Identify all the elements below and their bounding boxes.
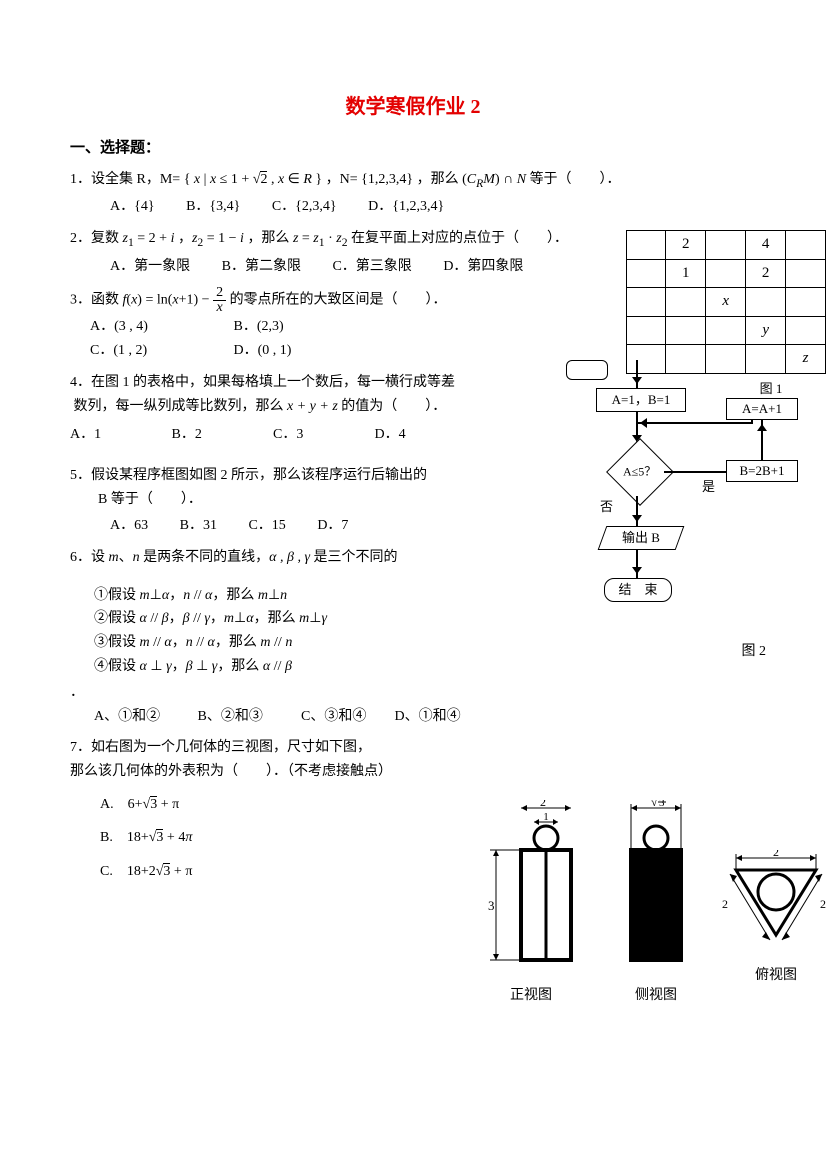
- q1-set-n: {1,2,3,4}: [361, 172, 413, 187]
- side-view-label: 侧视图: [606, 984, 706, 1008]
- svg-text:2: 2: [722, 897, 728, 911]
- q6-s4: ④假设 α ⊥ γ，β ⊥ γ，那么 α // β: [94, 655, 490, 679]
- q2-opt-d: D．第四象限: [443, 255, 523, 279]
- q1-stem-b: ，N=: [326, 172, 358, 187]
- q3-opt-a: A．(3 , 4): [90, 315, 230, 339]
- q5-opt-a: A．63: [110, 514, 148, 538]
- q3-frac: 2x: [213, 286, 226, 315]
- svg-text:2: 2: [773, 850, 779, 859]
- q3-stem-a: 3．函数: [70, 293, 123, 308]
- svg-text:√: √: [651, 800, 658, 809]
- question-3: 3．函数 f(x) = ln(x+1) − 2x 的零点所在的大致区间是（ ）．…: [70, 286, 490, 363]
- front-view-label: 正视图: [476, 984, 586, 1008]
- figure-three-view: 2 1 3 正视图: [456, 800, 826, 1030]
- q7-stem-b: 那么该几何体的外表积为（ ）．（不考虑接触点）: [70, 764, 392, 779]
- fc-no-label: 否: [600, 496, 613, 518]
- q4-opt-a: A．1: [70, 423, 150, 447]
- q1-stem-a: 1．设全集 R，M=: [70, 172, 180, 187]
- q4-opt-c: C．3: [273, 423, 353, 447]
- q4-options: A．1 B．2 C．3 D．4: [70, 423, 490, 447]
- q3-options: A．(3 , 4) B．(2,3) C．(1 , 2) D．(0 , 1): [90, 315, 490, 363]
- svg-text:3: 3: [659, 800, 665, 809]
- figure-2-flowchart: A=1，B=1 A=A+1 A≤5？ B=2B+1 否 是 输出 B 结 束: [606, 360, 826, 690]
- q2-opt-c: C．第三象限: [332, 255, 411, 279]
- fc-end: 结 束: [604, 578, 672, 602]
- q1-opt-b: B．{3,4}: [186, 195, 240, 219]
- q7-stem-a: 7．如右图为一个几何体的三视图，尺寸如下图，: [70, 740, 371, 755]
- q2-opt-b: B．第二象限: [222, 255, 301, 279]
- q6-opt-d: D、①和④: [395, 709, 461, 724]
- q3-opt-c: C．(1 , 2): [90, 339, 230, 363]
- q6-opt-a: A、①和②: [94, 705, 194, 729]
- q4-opt-d: D．4: [375, 423, 406, 447]
- top-view-svg: 2 2 2: [716, 850, 826, 960]
- question-5: 5．假设某程序框图如图 2 所示，那么该程序运行后输出的 B 等于（ ）． A．…: [70, 464, 490, 537]
- q6-statements: ①假设 m⊥α，n // α，那么 m⊥n ②假设 α // β，β // γ，…: [94, 584, 490, 679]
- q1-stem-c: ，那么 (CRM) ∩ N 等于（ ）．: [417, 172, 621, 187]
- q3-stem-b: 的零点所在的大致区间是（ ）．: [230, 293, 447, 308]
- question-4: 4．在图 1 的表格中，如果每格填上一个数后，每一横行成等差 数列，每一纵列成等…: [70, 371, 490, 446]
- fc-init-box: A=1，B=1: [596, 388, 686, 412]
- q5-stem: 5．假设某程序框图如图 2 所示，那么该程序运行后输出的 B 等于（ ）．: [70, 468, 427, 507]
- svg-text:1: 1: [543, 811, 549, 823]
- q4-opt-b: B．2: [172, 423, 252, 447]
- fc-inc-a-box: A=A+1: [726, 398, 798, 420]
- q6-opt-c: C、③和④: [301, 705, 391, 729]
- q5-options: A．63 B．31 C．15 D．7: [110, 514, 490, 538]
- page-title: 数学寒假作业 2: [70, 90, 756, 124]
- top-view-label: 俯视图: [716, 964, 826, 988]
- q5-opt-d: D．7: [317, 514, 348, 538]
- question-1: 1．设全集 R，M= { x | x ≤ 1 + √2 , x ∈ R } ，N…: [70, 168, 756, 219]
- q2-stem: 2．复数 z1 = 2 + i ，z2 = 1 − i ，那么 z = z1 ·…: [70, 231, 568, 246]
- q2-opt-a: A．第一象限: [110, 255, 190, 279]
- svg-text:2: 2: [540, 800, 546, 809]
- svg-text:3: 3: [488, 898, 495, 913]
- q4-stem: 4．在图 1 的表格中，如果每格填上一个数后，每一横行成等差 数列，每一纵列成等…: [70, 375, 455, 414]
- q5-opt-b: B．31: [180, 514, 217, 538]
- q6-s1: ①假设 m⊥α，n // α，那么 m⊥n: [94, 584, 490, 608]
- question-6: 6．设 m、n 是两条不同的直线，α , β , γ 是三个不同的 ①假设 m⊥…: [70, 546, 490, 729]
- front-view-svg: 2 1 3: [476, 800, 586, 980]
- q3-opt-d: D．(0 , 1): [234, 343, 292, 358]
- figure-1-table: 24 12 x y z: [626, 230, 826, 374]
- q1-set-m: { x | x ≤ 1 + √2 , x ∈ R }: [184, 171, 322, 187]
- q1-options: A．{4} B．{3,4} C．{2,3,4} D．{1,2,3,4}: [110, 195, 756, 219]
- figure-2-label: 图 2: [742, 640, 767, 664]
- svg-text:2: 2: [820, 897, 826, 911]
- fc-start: [566, 360, 608, 380]
- q6-s2: ②假设 α // β，β // γ，m⊥α，那么 m⊥γ: [94, 607, 490, 631]
- q6-opt-b: B、②和③: [198, 705, 298, 729]
- q1-opt-d: D．{1,2,3,4}: [368, 195, 444, 219]
- q6-stem: 6．设 m、n 是两条不同的直线，α , β , γ 是三个不同的: [70, 550, 397, 565]
- q6-s3: ③假设 m // α，n // α，那么 m // n: [94, 631, 490, 655]
- section-header: 一、选择题：: [70, 136, 756, 162]
- side-view-svg: √ 3: [606, 800, 706, 980]
- q1-opt-c: C．{2,3,4}: [272, 195, 337, 219]
- fc-inc-b-box: B=2B+1: [726, 460, 798, 482]
- q5-opt-c: C．15: [248, 514, 285, 538]
- q1-opt-a: A．{4}: [110, 195, 155, 219]
- fc-yes-label: 是: [702, 476, 715, 498]
- q3-func: f(x) = ln(x+1) −: [123, 293, 214, 308]
- q3-opt-b: B．(2,3): [234, 319, 284, 334]
- fc-output: 输出 B: [598, 526, 685, 550]
- q6-options: A、①和② B、②和③ C、③和④ D、①和④: [94, 705, 490, 729]
